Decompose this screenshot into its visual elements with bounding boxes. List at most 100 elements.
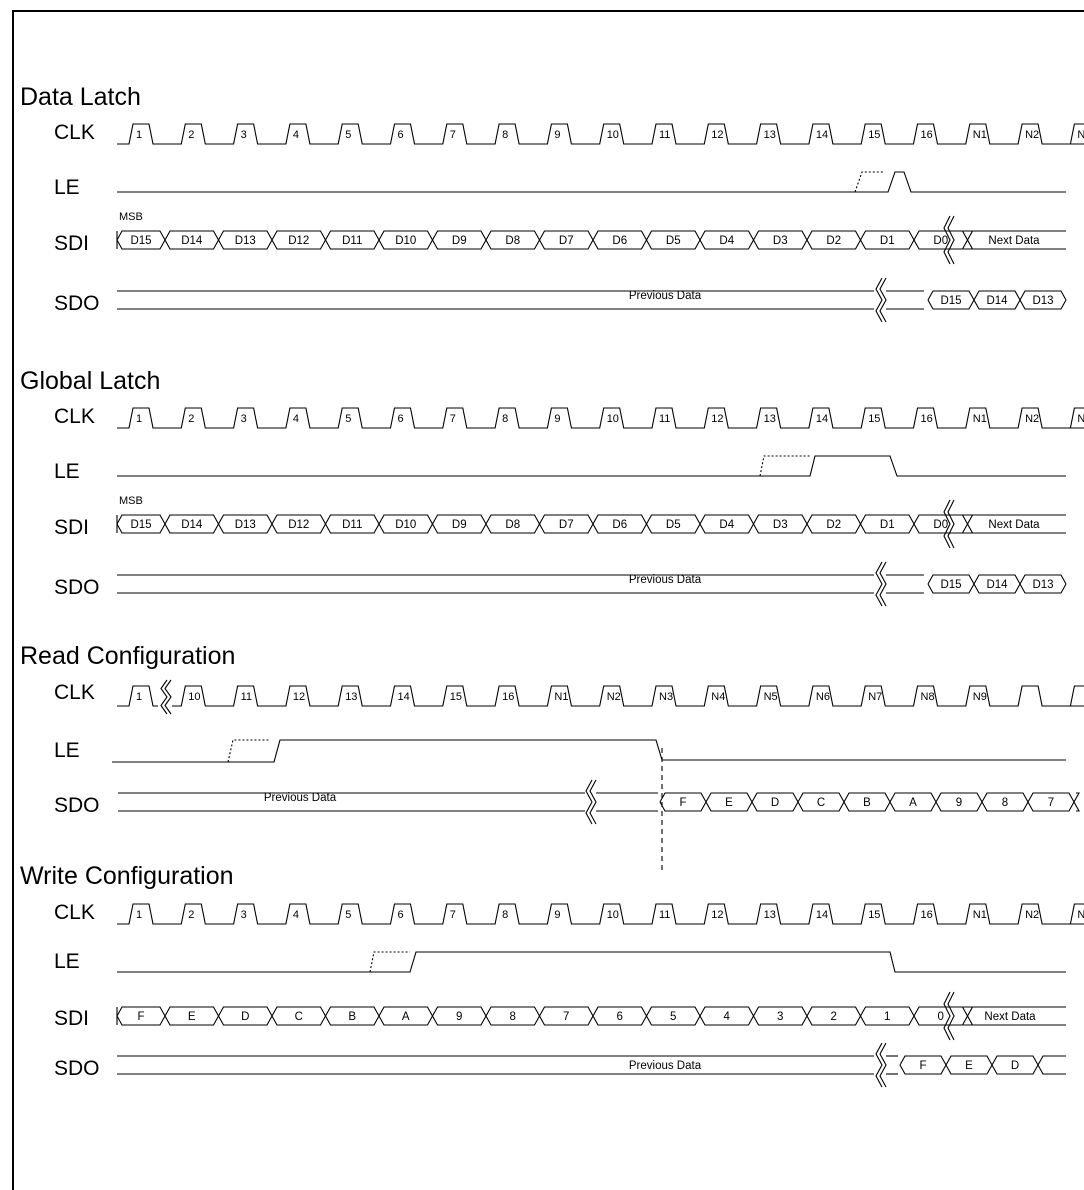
sdi-cell-bottom bbox=[539, 1015, 594, 1026]
sdi-label: SDI bbox=[54, 1007, 89, 1030]
sdi-cell-top bbox=[164, 1006, 219, 1017]
clk-pulse-label: 2 bbox=[188, 413, 194, 425]
clk-pulse-label: 10 bbox=[188, 691, 200, 703]
sdi-cell-bottom bbox=[271, 523, 326, 534]
clk-pulse-label: N2 bbox=[607, 691, 621, 703]
sdo-bit-label: E bbox=[965, 1060, 973, 1072]
sdi-cell-bottom bbox=[271, 1015, 326, 1026]
sdi-cell-top bbox=[539, 514, 594, 525]
sdo-break-zigzag bbox=[589, 779, 597, 825]
sdo-cell-bottom bbox=[973, 299, 1021, 310]
clk-pulse-label: 13 bbox=[764, 129, 776, 141]
sdi-cell-bottom bbox=[753, 523, 808, 534]
sdo-previous-label: Previous Data bbox=[264, 792, 337, 804]
sdo-cell-top bbox=[927, 290, 975, 301]
section-read-configuration: Read Configuration CLK 1 10 11 12 13 14 15 16 N1 N2… bbox=[20, 642, 1084, 872]
sdi-cell-top bbox=[218, 514, 273, 525]
sdi-cell-bottom bbox=[806, 1015, 861, 1026]
sdi-cell-bottom bbox=[592, 239, 647, 250]
sdi-cell-top bbox=[218, 1006, 273, 1017]
sdi-bit-label: D0 bbox=[933, 519, 948, 531]
sdo-cell-top bbox=[1019, 574, 1067, 585]
sdi-cell-top bbox=[860, 1006, 915, 1017]
sdi-bit-label: D2 bbox=[826, 519, 841, 531]
sdi-bit-label: D7 bbox=[559, 235, 574, 247]
clk-pulse-label: 14 bbox=[398, 691, 410, 703]
sdi-cell-top bbox=[806, 514, 861, 525]
sdo-label: SDO bbox=[54, 1057, 100, 1080]
sdo-cell-top bbox=[1027, 792, 1075, 803]
sdo-label: SDO bbox=[54, 794, 100, 817]
sdi-bit-label: E bbox=[188, 1011, 196, 1023]
sdi-bit-label: D6 bbox=[612, 519, 627, 531]
sdo-bit-label: D15 bbox=[940, 579, 961, 591]
sdi-cell-top bbox=[592, 230, 647, 241]
clk-pulse-label: N1 bbox=[973, 413, 987, 425]
sdi-cell-bottom bbox=[378, 239, 433, 250]
sdo-tail-top bbox=[1037, 1055, 1066, 1066]
clk-break-zigzag bbox=[160, 679, 168, 715]
clk-pulse-label: N3 bbox=[659, 691, 673, 703]
clk-pulse-label: 13 bbox=[764, 413, 776, 425]
clk-pulse-label: 16 bbox=[921, 129, 933, 141]
clk-pulse-label: 11 bbox=[659, 129, 670, 141]
sdi-bit-label: D13 bbox=[235, 235, 256, 247]
sdo-cell-bottom bbox=[751, 801, 799, 812]
sdo-bit-label: 8 bbox=[1002, 797, 1008, 809]
sdo-bit-label: F bbox=[919, 1060, 926, 1072]
le-waveform bbox=[112, 739, 1066, 763]
sdi-cell-top bbox=[271, 514, 326, 525]
sdi-cell-top bbox=[378, 514, 433, 525]
sdo-cell-top bbox=[797, 792, 845, 803]
sdo-bit-label: 7 bbox=[1048, 797, 1054, 809]
le-label: LE bbox=[54, 739, 80, 762]
sdo-bit-label: D15 bbox=[940, 295, 961, 307]
sdo-break bbox=[875, 561, 887, 607]
sdo-cell-bottom bbox=[1019, 583, 1067, 594]
sdi-cell-bottom bbox=[699, 1015, 754, 1026]
sdi-cell-bottom bbox=[806, 239, 861, 250]
sdi-bit-label: D9 bbox=[452, 235, 467, 247]
le-setup-dotted bbox=[369, 951, 410, 973]
sdi-cell-bottom bbox=[116, 239, 166, 250]
sdi-bit-label: C bbox=[295, 1011, 303, 1023]
clk-pulse-label: 5 bbox=[345, 129, 351, 141]
clk-pulse-label: N2 bbox=[1025, 129, 1039, 141]
clk-label: CLK bbox=[54, 121, 95, 144]
sdo-cell-top bbox=[935, 792, 983, 803]
sdi-bit-label: D6 bbox=[612, 235, 627, 247]
sdo-cell-bottom bbox=[659, 801, 707, 812]
sdo-previous-label: Previous Data bbox=[629, 1060, 702, 1072]
le-label: LE bbox=[54, 950, 80, 973]
sdo-cell-top bbox=[1019, 290, 1067, 301]
clk-pulse-label: 12 bbox=[711, 413, 723, 425]
clk-pulse-label: 5 bbox=[345, 413, 351, 425]
clk-pulse-label: 15 bbox=[868, 909, 880, 921]
clk-pulse-label: 8 bbox=[502, 413, 508, 425]
sdo-break-zigzag bbox=[879, 1042, 887, 1088]
sdi-bit-label: D bbox=[241, 1011, 249, 1023]
sdo-cell-top bbox=[751, 792, 799, 803]
clk-pulse-label: 4 bbox=[293, 413, 299, 425]
clk-pulse-label: 1 bbox=[136, 129, 142, 141]
sdi-cell-top bbox=[432, 1006, 487, 1017]
sdi-cell-bottom bbox=[592, 523, 647, 534]
sdi-cell-bottom bbox=[432, 239, 487, 250]
clk-pulse-label: 14 bbox=[816, 909, 828, 921]
sdi-bit-label: 6 bbox=[617, 1011, 623, 1023]
sdo-break bbox=[585, 779, 597, 825]
clk-pulse-label: 2 bbox=[188, 909, 194, 921]
clk-pulse-label: N9 bbox=[973, 691, 987, 703]
sdi-bit-label: A bbox=[402, 1011, 410, 1023]
sdo-previous-label: Previous Data bbox=[629, 290, 702, 302]
sdi-cell-bottom bbox=[271, 239, 326, 250]
sdi-cell-bottom bbox=[164, 1015, 219, 1026]
clk-pulse-label: 7 bbox=[450, 909, 456, 921]
clk-pulse-label: 10 bbox=[607, 413, 619, 425]
sdi-bit-label: D9 bbox=[452, 519, 467, 531]
clk-label: CLK bbox=[54, 901, 95, 924]
sdi-bit-label: 8 bbox=[510, 1011, 516, 1023]
sdo-bit-label: A bbox=[909, 797, 917, 809]
sdo-tail-bottom bbox=[1037, 1064, 1066, 1075]
